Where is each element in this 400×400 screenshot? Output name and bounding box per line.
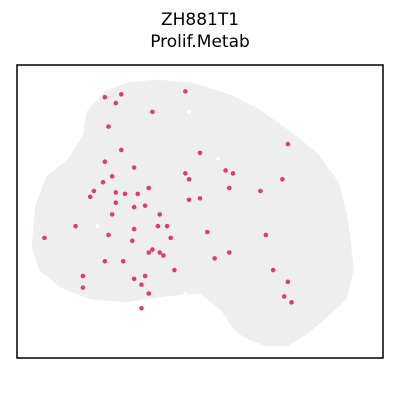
highlighted-spot — [186, 176, 192, 182]
highlighted-spot — [172, 267, 177, 273]
tissue-hole — [187, 110, 191, 114]
highlighted-spot — [80, 285, 86, 290]
tissue-hole — [216, 156, 221, 161]
highlighted-spot — [113, 100, 119, 106]
highlighted-spot — [285, 141, 291, 147]
highlighted-spot — [146, 291, 152, 296]
highlighted-spot — [150, 109, 155, 115]
highlighted-spot — [102, 94, 108, 100]
highlighted-spot — [119, 147, 124, 153]
highlighted-spot — [113, 200, 119, 206]
highlighted-spot — [157, 212, 163, 217]
highlighted-spot — [205, 229, 210, 235]
highlighted-spot — [73, 223, 78, 229]
highlighted-spot — [197, 196, 203, 201]
highlighted-spot — [258, 188, 263, 194]
highlighted-spot — [230, 171, 236, 176]
highlighted-spot — [146, 250, 152, 255]
chart-subtitle: Prolif.Metab — [150, 32, 250, 52]
highlighted-spot — [155, 223, 161, 229]
highlighted-spot — [142, 203, 148, 208]
highlighted-spot — [129, 238, 135, 244]
highlighted-spot — [157, 250, 163, 255]
highlighted-spot — [186, 197, 192, 203]
highlighted-spot — [168, 235, 174, 241]
highlighted-spot — [131, 204, 137, 210]
highlighted-spot — [100, 179, 106, 185]
highlighted-spot — [285, 279, 291, 285]
highlighted-spot — [139, 305, 144, 311]
highlighted-spot — [161, 253, 166, 258]
highlighted-spot — [281, 294, 287, 299]
highlighted-spot — [119, 92, 124, 97]
tissue-hole — [77, 133, 82, 138]
highlighted-spot — [223, 168, 228, 173]
highlighted-spot — [80, 273, 86, 279]
highlighted-spot — [197, 150, 203, 156]
highlighted-spot — [106, 232, 111, 238]
highlighted-spot — [164, 223, 170, 229]
highlighted-spot — [113, 190, 119, 195]
chart-title: ZH881T1 — [160, 10, 240, 30]
tissue-hole — [183, 291, 188, 296]
highlighted-spot — [102, 259, 108, 264]
highlighted-spot — [226, 250, 232, 255]
highlighted-spot — [102, 159, 108, 164]
highlighted-spot — [142, 273, 148, 279]
highlighted-spot — [131, 226, 137, 232]
highlighted-spot — [91, 188, 97, 194]
highlighted-spot — [139, 282, 144, 288]
highlighted-spot — [42, 235, 47, 241]
highlighted-spot — [131, 276, 137, 282]
highlighted-spot — [109, 174, 115, 179]
tissue-hole — [95, 224, 100, 228]
highlighted-spot — [226, 185, 232, 191]
highlighted-spot — [212, 256, 217, 261]
highlighted-spot — [263, 232, 269, 238]
highlighted-spot — [146, 185, 152, 191]
highlighted-spot — [109, 212, 115, 217]
highlighted-spot — [131, 165, 137, 170]
highlighted-spot — [183, 89, 188, 94]
highlighted-spots-layer — [42, 89, 294, 311]
highlighted-spot — [270, 267, 276, 273]
highlighted-spot — [87, 194, 93, 200]
highlighted-spot — [289, 300, 294, 305]
highlighted-spot — [120, 259, 126, 264]
highlighted-spot — [150, 247, 155, 252]
highlighted-spot — [106, 124, 111, 129]
highlighted-spot — [280, 176, 285, 182]
highlighted-spot — [122, 191, 128, 197]
highlighted-spot — [183, 171, 188, 176]
highlighted-spot — [135, 191, 141, 197]
